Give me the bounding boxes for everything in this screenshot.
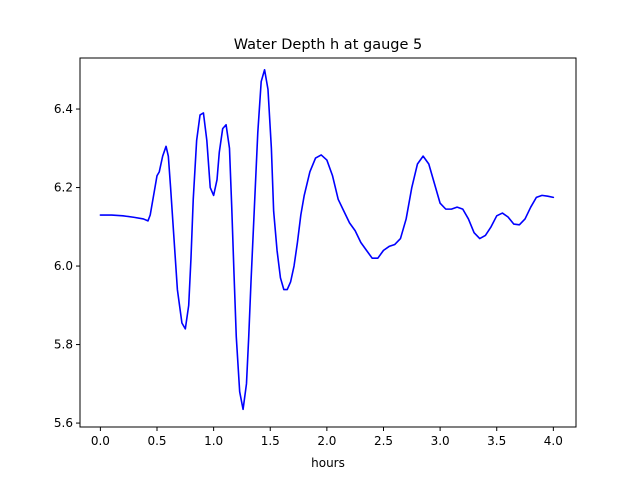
series-line-0 bbox=[99, 68, 555, 411]
x-tick-label: 4.0 bbox=[544, 434, 563, 448]
x-tick-label: 3.5 bbox=[487, 434, 506, 448]
x-axis: 0.0 0.5 1.0 1.5 2.0 2.5 3.0 3.5 4.0 bbox=[91, 427, 563, 448]
x-tick-label: 1.0 bbox=[204, 434, 223, 448]
x-tick-label: 2.0 bbox=[317, 434, 336, 448]
x-axis-label: hours bbox=[311, 456, 345, 470]
plot-series bbox=[99, 68, 555, 411]
y-axis: 5.6 5.8 6.0 6.2 6.4 bbox=[54, 102, 80, 430]
x-tick-label: 2.5 bbox=[374, 434, 393, 448]
x-tick-label: 0.5 bbox=[147, 434, 166, 448]
x-tick-label: 1.5 bbox=[261, 434, 280, 448]
x-tick-label: 0.0 bbox=[91, 434, 110, 448]
x-tick-label: 3.0 bbox=[431, 434, 450, 448]
plot-frame bbox=[79, 57, 577, 428]
y-tick-label: 5.6 bbox=[54, 416, 73, 430]
y-tick-label: 6.4 bbox=[54, 102, 73, 116]
y-tick-label: 6.0 bbox=[54, 259, 73, 273]
chart-title: Water Depth h at gauge 5 bbox=[234, 37, 422, 53]
y-tick-label: 5.8 bbox=[54, 338, 73, 352]
y-tick-label: 6.2 bbox=[54, 181, 73, 195]
